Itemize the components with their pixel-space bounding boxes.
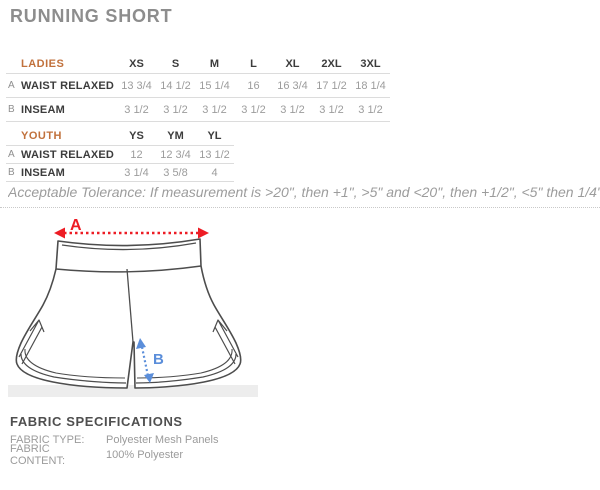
row-letter: A (8, 80, 15, 91)
size-value: 17 1/2 (316, 79, 347, 92)
shorts-measurement-diagram: A B (8, 217, 258, 397)
column-header-3xl: 3XL (360, 57, 381, 70)
tolerance-note: Acceptable Tolerance: If measurement is … (8, 184, 600, 200)
waistband-seam (61, 242, 197, 251)
hem-trim-left (20, 353, 127, 384)
fabric-specifications-heading: FABRIC SPECIFICATIONS (10, 414, 183, 429)
row-label: INSEAM (21, 103, 65, 116)
size-value: 3 1/2 (241, 103, 266, 116)
ladies-group-label: LADIES (21, 57, 65, 70)
fabric-content-value: 100% Polyester (106, 448, 184, 461)
size-value: 3 1/2 (319, 103, 344, 116)
size-value: 3 1/2 (124, 103, 149, 116)
side-vent-right (212, 319, 239, 365)
size-value: 16 (247, 79, 260, 92)
size-value: 13 1/2 (199, 148, 230, 161)
size-value: 12 3/4 (160, 148, 191, 161)
size-value: 4 (211, 166, 218, 179)
youth-group-label: YOUTH (21, 129, 62, 142)
side-vent-left (18, 319, 45, 365)
table-row-waist-relaxed: A WAIST RELAXED 13 3/4 14 1/2 15 1/4 16 … (6, 74, 390, 98)
hem-trim-right-inner (136, 348, 233, 379)
size-value: 15 1/4 (199, 79, 230, 92)
waistband-bottom (55, 265, 202, 273)
size-value: 16 3/4 (277, 79, 308, 92)
youth-size-table: YOUTH YS YM YL A WAIST RELAXED 12 12 3/4… (6, 126, 234, 182)
label-a: A (70, 217, 82, 234)
arrowhead-down (144, 373, 154, 383)
column-header-ys: YS (129, 129, 144, 142)
label-b: B (153, 351, 164, 368)
fabric-content-label: FABRIC CONTENT: (10, 442, 65, 467)
size-value: 3 1/4 (124, 166, 149, 179)
ladies-size-table: LADIES XS S M L XL 2XL 3XL A WAIST RELAX… (6, 54, 390, 122)
row-label: WAIST RELAXED (21, 148, 115, 161)
row-letter: A (8, 149, 15, 160)
hem-trim-left-inner (24, 348, 126, 379)
column-header-xs: XS (129, 57, 144, 70)
fabric-content-row: FABRIC CONTENT: 100% Polyester (10, 443, 219, 467)
divider (0, 207, 600, 208)
column-header-yl: YL (207, 129, 222, 142)
fabric-type-label: FABRIC TYPE: (10, 433, 85, 446)
arrowhead-left (54, 227, 65, 239)
size-value: 3 1/2 (280, 103, 305, 116)
column-header-2xl: 2XL (321, 57, 342, 70)
column-header-s: S (171, 57, 180, 70)
table-row-inseam: B INSEAM 3 1/2 3 1/2 3 1/2 3 1/2 3 1/2 3… (6, 98, 390, 122)
fabric-type-value: Polyester Mesh Panels (106, 433, 219, 446)
fabric-specifications-list: FABRIC TYPE: Polyester Mesh Panels FABRI… (10, 432, 219, 467)
row-label: INSEAM (21, 166, 65, 179)
size-value: 13 3/4 (121, 79, 152, 92)
column-header-m: M (209, 57, 220, 70)
size-value: 3 1/2 (202, 103, 227, 116)
size-value: 3 1/2 (163, 103, 188, 116)
size-value: 3 5/8 (163, 166, 188, 179)
hem-trim-right (135, 353, 237, 384)
column-header-ym: YM (167, 129, 184, 142)
fabric-type-row: FABRIC TYPE: Polyester Mesh Panels (10, 432, 219, 447)
size-value: 12 (130, 148, 143, 161)
column-header-xl: XL (285, 57, 300, 70)
arrowhead-up (136, 338, 146, 349)
row-label: WAIST RELAXED (21, 79, 115, 92)
arrowhead-right (198, 227, 209, 239)
diagram-bottom-band (8, 385, 258, 397)
ladies-header-row: LADIES XS S M L XL 2XL 3XL (6, 54, 390, 74)
page-title: RUNNING SHORT (10, 6, 173, 26)
row-letter: B (8, 104, 15, 115)
table-row-waist-relaxed: A WAIST RELAXED 12 12 3/4 13 1/2 (6, 146, 234, 164)
measurement-arrow-b: B (136, 338, 164, 383)
column-header-l: L (250, 57, 257, 70)
shorts-outline (15, 238, 242, 389)
size-value: 3 1/2 (358, 103, 383, 116)
row-letter: B (8, 167, 15, 178)
size-value: 18 1/4 (355, 79, 386, 92)
size-value: 14 1/2 (160, 79, 191, 92)
measurement-arrow-a: A (54, 217, 209, 239)
table-row-inseam: B INSEAM 3 1/4 3 5/8 4 (6, 164, 234, 182)
youth-header-row: YOUTH YS YM YL (6, 126, 234, 146)
center-seam (126, 268, 134, 343)
